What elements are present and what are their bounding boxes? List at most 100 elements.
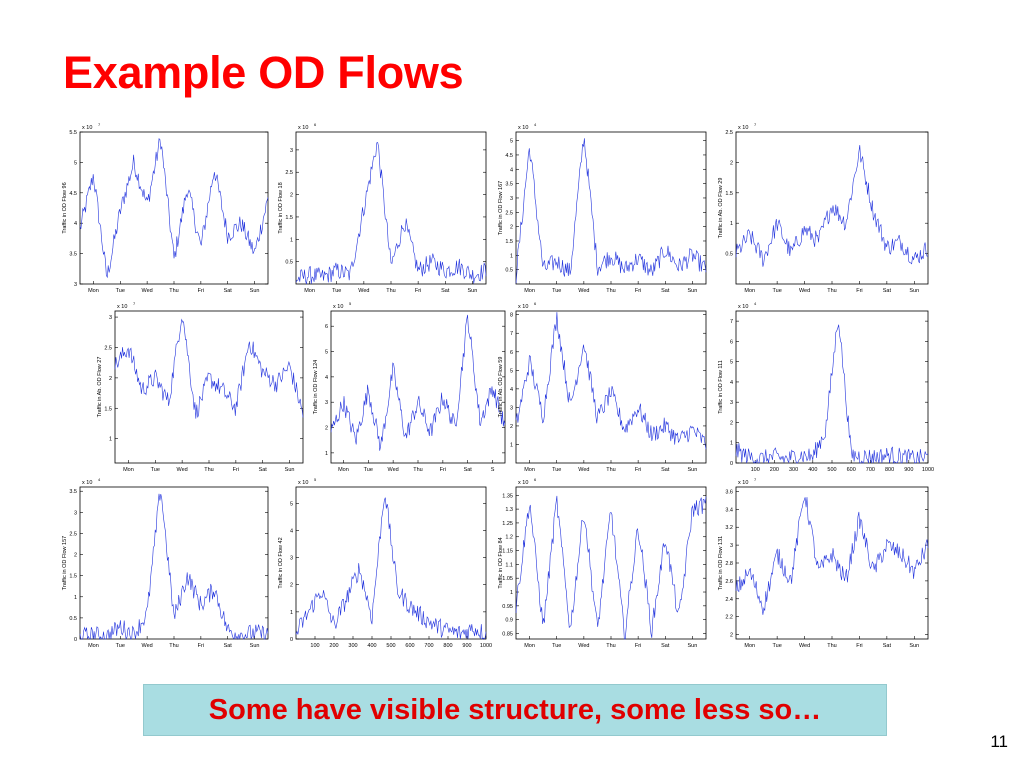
y-tick-label: 3.6 <box>725 489 733 495</box>
x-tick-label: Tue <box>116 643 125 649</box>
chart-svg: 2 2.2 2.4 2.6 2.8 3 3.2 3.4 3.6 Mon Tue Wed Thu Fri Sa… <box>718 477 929 649</box>
y-tick-label: 2 <box>730 420 733 426</box>
y-tick-label: 2.5 <box>69 531 77 537</box>
series-line <box>735 145 928 267</box>
x-tick-label: Mon <box>744 288 755 294</box>
x-tick-label: Thu <box>606 467 615 473</box>
series-line <box>295 497 487 640</box>
y-axis-label: Traffic in OD Flow 42 <box>278 537 284 588</box>
y-tick-label: 3.5 <box>505 182 513 188</box>
chart-svg: 1 1.5 2 2.5 3 Mon Tue Wed Thu Fri Sat Sun x 10 7 Traff… <box>97 301 304 473</box>
y-axis-label: Traffic in OD Flow 167 <box>498 181 504 235</box>
axis-multiplier: x 10 <box>738 304 748 310</box>
y-tick-label: 5.5 <box>69 130 77 136</box>
x-tick-label: Wed <box>799 288 810 294</box>
axis-multiplier: x 10 <box>518 304 528 310</box>
x-tick-label: 900 <box>462 643 471 649</box>
x-tick-label: 400 <box>808 467 817 473</box>
page-number: 11 <box>990 732 1008 751</box>
od-flow-chart-8: 0 1 2 3 4 5 6 7 100 200 300 400 500 600 700 800 900 1000 x… <box>718 301 934 473</box>
y-tick-label: 4.5 <box>505 153 513 159</box>
chart-svg: 3 3.5 4 4.5 5 5.5 Mon Tue Wed Thu Fri Sat Sun x 10 7 Tr… <box>62 122 269 294</box>
y-tick-label: 1 <box>730 441 733 447</box>
x-tick-label: Tue <box>364 467 373 473</box>
od-flow-chart-10: 0 1 2 3 4 5 100 200 300 400 500 600 700 800 900 1000 x 1… <box>278 477 492 649</box>
y-tick-label: 1 <box>290 610 293 616</box>
y-tick-label: 4.5 <box>69 191 77 197</box>
y-tick-label: 5 <box>74 160 77 166</box>
y-tick-label: 1.3 <box>505 507 513 513</box>
y-tick-label: 1 <box>510 590 513 596</box>
chart-svg: 0.5 1 1.5 2 2.5 3 Mon Tue Wed Thu Fri Sat Sun x 10 6 Tr… <box>278 122 487 294</box>
y-tick-label: 5 <box>290 501 293 507</box>
plot-frame <box>735 310 929 464</box>
y-axis-label: Traffic in OD Flow 124 <box>313 360 319 414</box>
y-tick-label: 2.8 <box>725 561 733 567</box>
x-tick-label: Thu <box>827 288 836 294</box>
plot-frame <box>330 310 506 464</box>
series-line <box>295 142 487 285</box>
series-line <box>114 318 304 419</box>
y-tick-label: 4 <box>325 375 328 381</box>
plot-frame <box>735 131 929 285</box>
chart-svg: 0.5 1 1.5 2 2.5 Mon Tue Wed Thu Fri Sat Sun x 10 7 Tra… <box>718 122 929 294</box>
y-tick-label: 2.4 <box>725 597 733 603</box>
y-tick-label: 1 <box>109 437 112 443</box>
x-tick-label: Mon <box>744 643 755 649</box>
y-axis-label: Traffic in OD Flow 18 <box>278 182 284 233</box>
y-tick-label: 1 <box>730 221 733 227</box>
y-axis-label: Traffic in Ab. OD Flow 27 <box>97 357 103 418</box>
od-flow-chart-5: 1 1.5 2 2.5 3 Mon Tue Wed Thu Fri Sat Sun x 10 7 Traff… <box>97 301 304 473</box>
x-tick-label: Tue <box>116 288 125 294</box>
y-tick-label: 1.05 <box>502 576 513 582</box>
caption-text: Some have visible structure, some less s… <box>208 693 822 726</box>
series-line <box>79 493 269 641</box>
x-tick-label: Fri <box>856 643 862 649</box>
x-tick-label: Sat <box>441 288 450 294</box>
y-tick-label: 3 <box>290 556 293 562</box>
x-tick-label: Mon <box>524 288 535 294</box>
od-flow-chart-11: 0.85 0.9 0.95 1 1.05 1.1 1.15 1.2 1.25 1.3 1.35 Mon… <box>498 477 707 649</box>
y-tick-label: 5 <box>325 350 328 356</box>
plot-frame <box>114 310 304 464</box>
x-tick-label: Fri <box>440 467 446 473</box>
axis-exponent: 5 <box>349 301 352 306</box>
x-tick-label: Sat <box>224 288 233 294</box>
slide-title: Example OD Flows <box>63 47 464 98</box>
y-tick-label: 8 <box>510 313 513 319</box>
chart-svg: 0.5 1 1.5 2 2.5 3 3.5 4 4.5 5 Mon Tue Wed Thu Fri Sat Su… <box>498 122 707 294</box>
y-tick-label: 2 <box>730 160 733 166</box>
axis-multiplier: x 10 <box>298 480 308 486</box>
y-tick-label: 6 <box>325 324 328 330</box>
y-tick-label: 2.2 <box>725 615 733 621</box>
x-tick-label: 200 <box>329 643 338 649</box>
x-tick-label: Fri <box>635 643 641 649</box>
chart-svg: 0 1 2 3 4 5 6 7 100 200 300 400 500 600 700 800 900 1000 x… <box>718 301 934 473</box>
y-tick-label: 3 <box>730 400 733 406</box>
y-tick-label: 2 <box>74 553 77 559</box>
axis-exponent: 4 <box>754 301 757 306</box>
y-tick-label: 2.5 <box>285 170 293 176</box>
y-tick-label: 3 <box>510 405 513 411</box>
x-tick-label: Mon <box>524 643 535 649</box>
x-tick-label: Wed <box>142 288 153 294</box>
y-tick-label: 3 <box>325 400 328 406</box>
series-line <box>515 138 707 284</box>
x-tick-label: Fri <box>635 288 641 294</box>
x-tick-label: Sun <box>250 288 260 294</box>
x-tick-label: Sat <box>883 643 892 649</box>
y-tick-label: 1.35 <box>502 493 513 499</box>
y-tick-label: 1.25 <box>502 521 513 527</box>
y-tick-label: 1 <box>74 595 77 601</box>
y-tick-label: 3.2 <box>725 525 733 531</box>
x-tick-label: 800 <box>443 643 452 649</box>
x-tick-label: Mon <box>88 288 99 294</box>
x-tick-label: 700 <box>424 643 433 649</box>
y-tick-label: 0 <box>290 637 293 643</box>
y-tick-label: 1.15 <box>502 549 513 555</box>
x-tick-label: Thu <box>169 643 178 649</box>
y-axis-label: Traffic in OD Flow 111 <box>718 360 724 414</box>
plot-frame <box>79 131 269 285</box>
x-tick-label: Sun <box>285 467 295 473</box>
y-tick-label: 1.5 <box>505 239 513 245</box>
